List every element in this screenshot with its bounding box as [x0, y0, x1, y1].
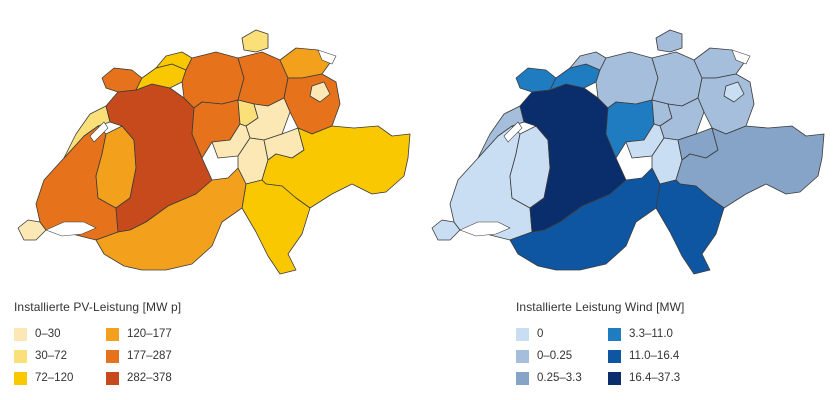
wind-legend-item: 0.25–3.3 [516, 370, 596, 386]
wind-legend-item: 0 [516, 326, 596, 342]
lake-neuchatel [503, 121, 523, 143]
region-ticino [655, 179, 725, 275]
region-valais [509, 167, 661, 271]
region-aargau [595, 51, 659, 109]
legend-label: 30–72 [35, 350, 67, 362]
legend-swatch [106, 327, 119, 341]
legend-label: 0–30 [35, 328, 61, 340]
lake-geneva [459, 221, 511, 237]
pv-legend-item: 120–177 [106, 326, 216, 342]
lake-neuchatel [89, 121, 109, 143]
lake-geneva [45, 221, 97, 237]
legend-swatch [608, 371, 621, 385]
legend-swatch [516, 349, 529, 363]
pv-legend-item: 30–72 [14, 348, 94, 364]
region-solothurn [549, 63, 601, 91]
legend-label: 11.0–16.4 [629, 350, 680, 362]
legend-swatch [608, 327, 621, 341]
legend-label: 120–177 [127, 328, 172, 340]
pv-legend-item: 177–287 [106, 348, 216, 364]
region-obwalden [211, 123, 251, 159]
lake-constance [317, 49, 337, 65]
pv-legend-item: 0–30 [14, 326, 94, 342]
wind-legend-item: 16.4–37.3 [608, 370, 718, 386]
legend-swatch [14, 371, 27, 385]
legend-label: 177–287 [127, 350, 172, 362]
region-stgallen [697, 73, 755, 135]
legend-swatch [14, 349, 27, 363]
legend-label: 0 [537, 328, 544, 340]
region-appenzell [723, 81, 745, 103]
legend-swatch [608, 349, 621, 363]
region-jura [101, 67, 143, 93]
legend-label: 0.25–3.3 [537, 372, 582, 384]
legend-swatch [14, 327, 27, 341]
region-obwalden [625, 123, 665, 159]
region-ticino [241, 179, 311, 275]
legend-swatch [106, 371, 119, 385]
region-appenzell [309, 81, 331, 103]
wind-legend: Installierte Leistung Wind [MW] 0 0–0.25… [516, 300, 718, 386]
pv-legend-item: 282–378 [106, 370, 216, 386]
region-schaffhausen [655, 29, 683, 53]
wind-legend-title: Installierte Leistung Wind [MW] [516, 300, 685, 314]
legend-label: 72–120 [35, 372, 74, 384]
pv-legend: Installierte PV-Leistung [MW p] 0–30 30–… [14, 300, 216, 386]
wind-legend-item: 11.0–16.4 [608, 348, 718, 364]
pv-map [6, 8, 416, 288]
legend-swatch [516, 327, 529, 341]
wind-legend-item: 3.3–11.0 [608, 326, 718, 342]
region-stgallen [283, 73, 341, 135]
region-valais [95, 167, 247, 271]
region-aargau [181, 51, 245, 109]
lake-constance [731, 49, 751, 65]
legend-label: 3.3–11.0 [629, 328, 673, 340]
wind-map [420, 8, 830, 288]
pv-legend-item: 72–120 [14, 370, 94, 386]
region-solothurn [135, 63, 187, 91]
region-schaffhausen [241, 29, 269, 53]
legend-label: 0–0.25 [537, 350, 573, 362]
legend-label: 16.4–37.3 [629, 372, 681, 384]
region-jura [515, 67, 557, 93]
legend-label: 282–378 [127, 372, 172, 384]
wind-legend-item: 0–0.25 [516, 348, 596, 364]
pv-legend-title: Installierte PV-Leistung [MW p] [14, 300, 182, 314]
legend-swatch [106, 349, 119, 363]
wind-legend-items: 0 0–0.25 0.25–3.3 3.3–11.0 11.0–16.4 16.… [516, 326, 718, 386]
pv-legend-items: 0–30 30–72 72–120 120–177 177–287 282–37… [14, 326, 216, 386]
legend-swatch [516, 371, 529, 385]
